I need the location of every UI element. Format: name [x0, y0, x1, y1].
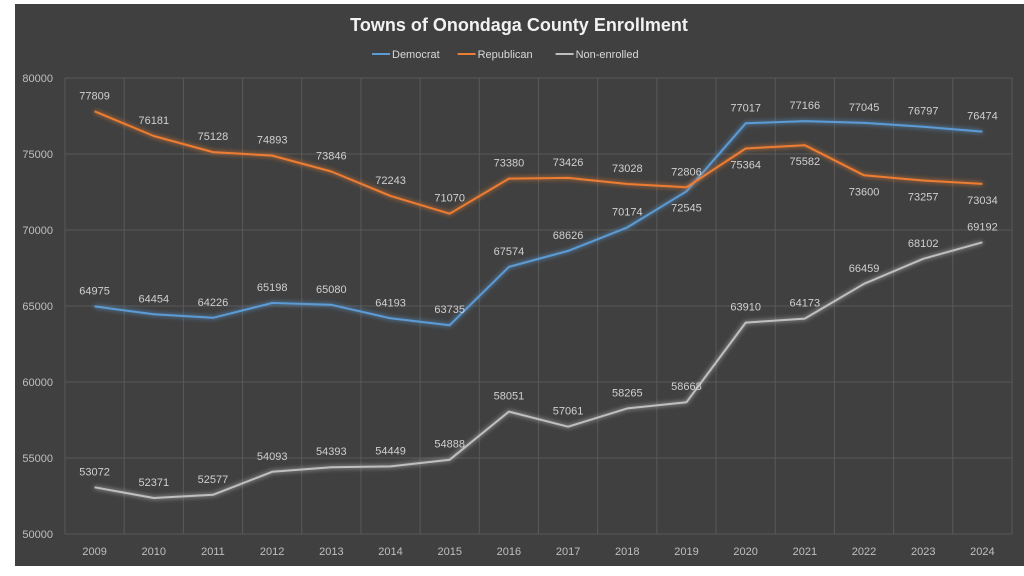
legend-item: Non-enrolled: [555, 49, 639, 61]
data-label: 64193: [375, 297, 406, 309]
x-tick-label: 2009: [82, 546, 106, 558]
series-line-republican: [94, 110, 983, 215]
data-label: 73028: [612, 163, 643, 175]
data-label: 71070: [434, 193, 465, 205]
data-label: 58668: [671, 381, 702, 393]
data-label: 73846: [316, 151, 347, 163]
y-tick-label: 60000: [22, 377, 53, 389]
data-label: 63910: [730, 302, 761, 314]
data-label: 54449: [375, 445, 406, 457]
data-label: 72243: [375, 175, 406, 187]
data-label: 68626: [553, 230, 584, 242]
data-label: 76181: [138, 115, 169, 127]
data-label: 65080: [316, 284, 347, 296]
data-label: 77017: [730, 102, 761, 114]
y-tick-label: 55000: [22, 453, 53, 465]
y-tick-label: 70000: [22, 225, 53, 237]
x-tick-label: 2011: [201, 546, 225, 558]
data-label: 66459: [849, 263, 880, 275]
x-gridlines: [64, 78, 1013, 534]
data-label: 75128: [198, 131, 229, 143]
series-line-non-enrolled: [94, 241, 983, 499]
data-label: 73380: [494, 158, 525, 170]
legend-label: Republican: [478, 49, 533, 61]
legend: Democrat Republican Non-enrolled: [372, 49, 639, 61]
x-tick-label: 2020: [733, 546, 757, 558]
x-tick-label: 2024: [970, 546, 994, 558]
data-label: 77166: [790, 100, 821, 112]
y-tick-label: 80000: [22, 73, 53, 85]
data-label: 54393: [316, 446, 347, 458]
data-label: 65198: [257, 282, 288, 294]
x-axis-ticks: 2009 2010 2011 2012 2013 2014 2015 2016 2017 2018…: [82, 546, 994, 558]
x-tick-label: 2014: [378, 546, 402, 558]
x-tick-label: 2016: [497, 546, 521, 558]
data-label: 74893: [257, 135, 288, 147]
x-tick-label: 2023: [911, 546, 935, 558]
legend-label: Non-enrolled: [576, 49, 639, 61]
legend-item: Democrat: [372, 49, 440, 61]
x-tick-label: 2010: [142, 546, 166, 558]
data-label: 70174: [612, 206, 643, 218]
data-label: 52371: [138, 477, 169, 489]
data-label: 58051: [494, 391, 525, 403]
data-label: 72545: [671, 202, 702, 214]
legend-label: Democrat: [392, 49, 440, 61]
x-tick-label: 2021: [793, 546, 817, 558]
chart-title: Towns of Onondaga County Enrollment: [350, 15, 688, 35]
x-tick-label: 2012: [260, 546, 284, 558]
data-label: 53072: [79, 466, 110, 478]
x-tick-label: 2015: [437, 546, 461, 558]
line-chart: Towns of Onondaga County Enrollment Demo…: [22, 15, 1013, 558]
data-labels: 64975 64454 64226 65198 65080 64193 63735 67574…: [79, 90, 997, 489]
data-label: 76474: [967, 111, 998, 123]
data-label: 73257: [908, 191, 939, 203]
data-label: 77809: [79, 90, 110, 102]
data-label: 73426: [553, 157, 584, 169]
x-tick-label: 2013: [319, 546, 343, 558]
data-label: 75364: [730, 159, 761, 171]
data-label: 72806: [671, 166, 702, 178]
data-label: 77045: [849, 102, 880, 114]
data-label: 73600: [849, 186, 880, 198]
data-label: 63735: [434, 304, 465, 316]
data-label: 52577: [198, 474, 229, 486]
data-label: 57061: [553, 406, 584, 418]
y-tick-label: 50000: [22, 529, 53, 541]
data-label: 69192: [967, 221, 998, 233]
chart-frame: Towns of Onondaga County Enrollment Demo…: [15, 4, 1024, 566]
data-label: 64226: [198, 297, 229, 309]
y-tick-label: 65000: [22, 301, 53, 313]
data-label: 64173: [790, 298, 821, 310]
data-label: 54093: [257, 451, 288, 463]
x-tick-label: 2019: [674, 546, 698, 558]
data-label: 67574: [494, 246, 525, 258]
data-label: 76797: [908, 106, 939, 118]
data-label: 64454: [138, 293, 169, 305]
series-line-democrat: [94, 120, 983, 327]
data-label: 54888: [434, 439, 465, 451]
x-tick-label: 2017: [556, 546, 580, 558]
y-tick-label: 75000: [22, 149, 53, 161]
data-label: 64975: [79, 285, 110, 297]
data-label: 58265: [612, 387, 643, 399]
x-tick-label: 2022: [852, 546, 876, 558]
data-label: 68102: [908, 238, 939, 250]
data-label: 75582: [790, 156, 821, 168]
data-label: 73034: [967, 195, 998, 207]
y-axis-ticks: 50000 55000 60000 65000 70000 75000 80000: [22, 73, 53, 541]
x-tick-label: 2018: [615, 546, 639, 558]
series-lines: [94, 110, 983, 499]
legend-item: Republican: [457, 49, 533, 61]
